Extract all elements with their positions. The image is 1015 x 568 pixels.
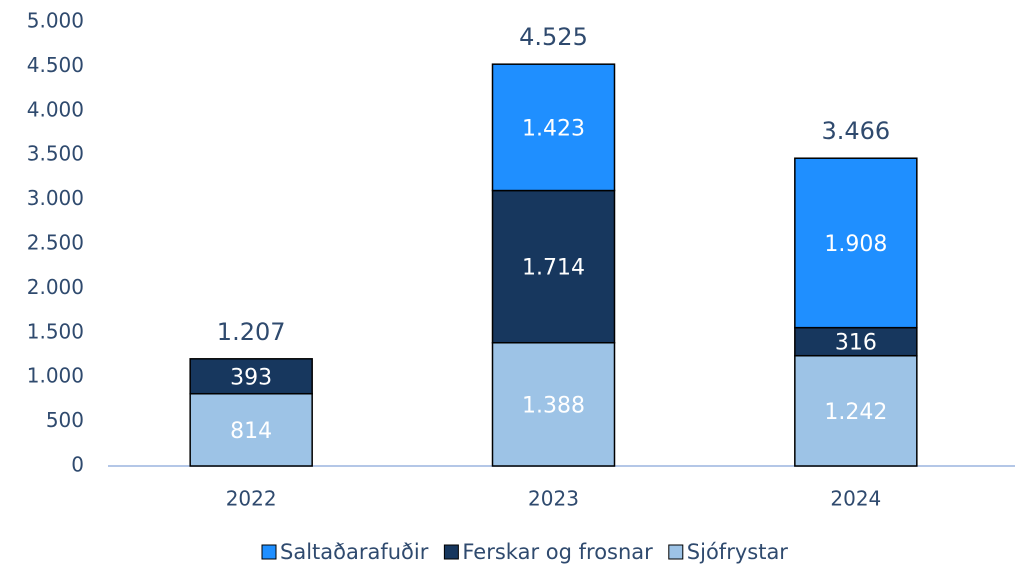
data-label: 1.423: [522, 116, 585, 141]
legend-swatch: [261, 544, 277, 560]
x-tick-label: 2023: [528, 487, 579, 511]
data-label: 316: [835, 331, 877, 356]
data-label: 393: [230, 365, 272, 390]
data-label: 1.714: [522, 256, 585, 281]
y-tick-label: 5.000: [27, 9, 84, 33]
legend-label: Sjófrystar: [687, 540, 789, 564]
legend-label: Ferskar og frosnar: [462, 540, 653, 564]
bar-segment: [794, 354, 918, 467]
y-tick-label: 2.500: [27, 231, 84, 255]
y-tick-label: 3.000: [27, 186, 84, 210]
y-tick-label: 3.500: [27, 142, 84, 166]
legend-label: Saltaðarafuðir: [280, 540, 429, 564]
bar-segment: [189, 358, 313, 395]
bar-segment: [794, 326, 918, 357]
y-tick-label: 1.500: [27, 319, 84, 343]
data-label: 1.908: [824, 232, 887, 257]
bar-segment: [491, 63, 616, 192]
data-label: 814: [230, 419, 272, 444]
y-tick-label: 0: [71, 453, 84, 477]
bar-segment: [491, 189, 616, 344]
legend-swatch: [443, 544, 459, 560]
data-label: 1.388: [522, 393, 585, 418]
y-tick-label: 4.500: [27, 53, 84, 77]
x-tick-label: 2022: [226, 487, 277, 511]
bar-segment: [794, 157, 918, 329]
y-tick-label: 2.000: [27, 275, 84, 299]
x-tick-label: 2024: [830, 487, 881, 511]
y-tick-label: 4.000: [27, 97, 84, 121]
y-tick-label: 1.000: [27, 364, 84, 388]
y-tick-label: 500: [46, 408, 84, 432]
total-label: 1.207: [217, 318, 286, 346]
bar-segment: [189, 392, 313, 467]
data-label: 1.242: [824, 400, 887, 425]
total-label: 3.466: [821, 117, 890, 145]
legend-swatch: [668, 544, 684, 560]
total-label: 4.525: [519, 23, 588, 51]
